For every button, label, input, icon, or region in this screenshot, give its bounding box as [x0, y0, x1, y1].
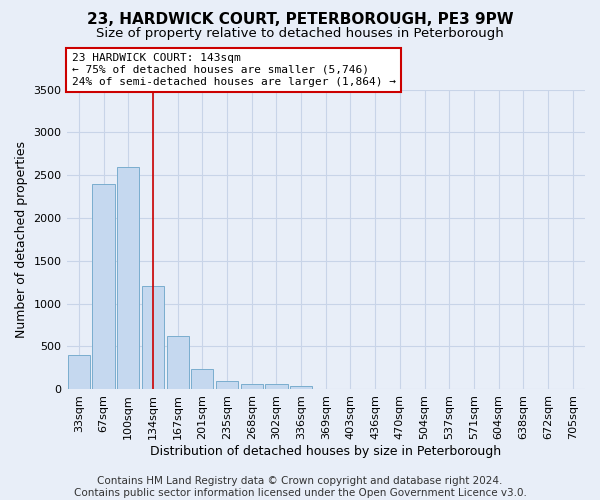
X-axis label: Distribution of detached houses by size in Peterborough: Distribution of detached houses by size …	[150, 444, 502, 458]
Bar	[241, 384, 263, 389]
Bar	[216, 380, 238, 389]
Text: Size of property relative to detached houses in Peterborough: Size of property relative to detached ho…	[96, 28, 504, 40]
Y-axis label: Number of detached properties: Number of detached properties	[15, 141, 28, 338]
Bar	[117, 166, 139, 389]
Bar	[142, 286, 164, 389]
Text: 23 HARDWICK COURT: 143sqm
← 75% of detached houses are smaller (5,746)
24% of se: 23 HARDWICK COURT: 143sqm ← 75% of detac…	[72, 54, 396, 86]
Bar	[92, 184, 115, 389]
Bar	[265, 384, 287, 389]
Bar	[191, 368, 214, 389]
Text: Contains HM Land Registry data © Crown copyright and database right 2024.
Contai: Contains HM Land Registry data © Crown c…	[74, 476, 526, 498]
Bar	[167, 336, 189, 389]
Bar	[290, 386, 312, 389]
Bar	[68, 355, 90, 389]
Text: 23, HARDWICK COURT, PETERBOROUGH, PE3 9PW: 23, HARDWICK COURT, PETERBOROUGH, PE3 9P…	[86, 12, 514, 28]
